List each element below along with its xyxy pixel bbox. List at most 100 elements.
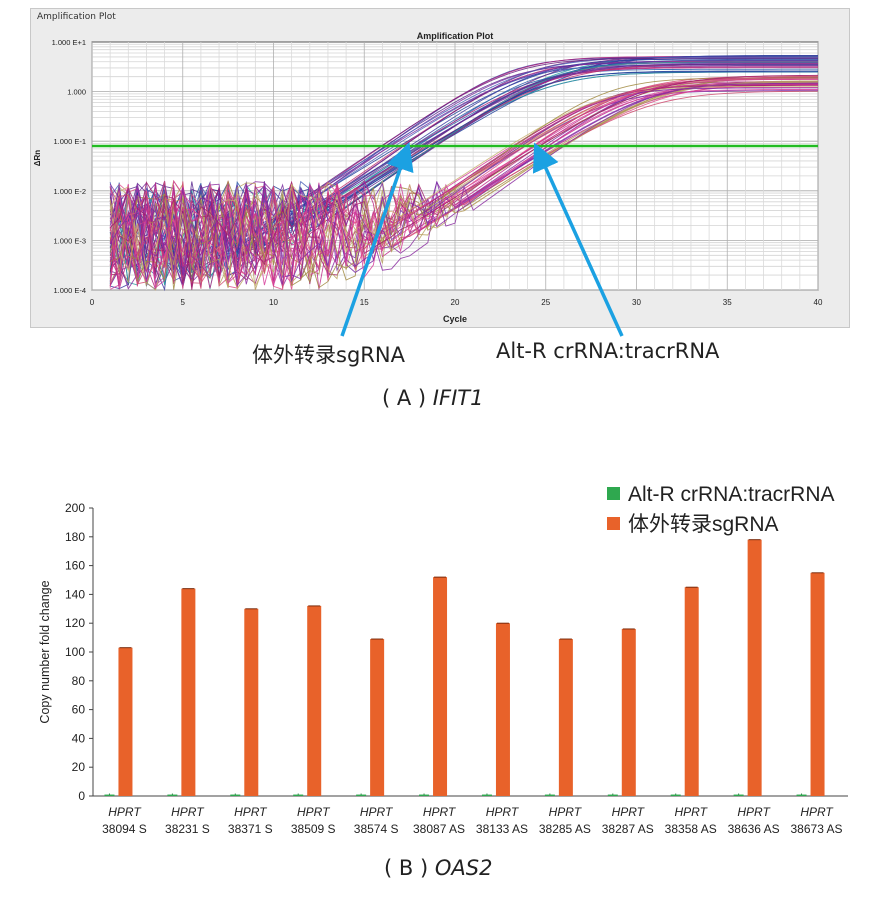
category-prefix-label: HPRT bbox=[108, 805, 142, 819]
x-axis-label: Cycle bbox=[443, 314, 467, 324]
bar-altr bbox=[607, 794, 618, 796]
y-axis-label: Copy number fold change bbox=[38, 580, 52, 723]
category-prefix-label: HPRT bbox=[737, 805, 771, 819]
bar-altr bbox=[167, 794, 178, 796]
bar-sgrna bbox=[244, 608, 259, 796]
x-tick-label: 20 bbox=[451, 298, 460, 307]
y-tick-label: 160 bbox=[65, 559, 85, 573]
panel-b-caption: ( B ) OAS2 bbox=[384, 856, 492, 880]
y-tick-label: 1.000 E-1 bbox=[53, 137, 86, 146]
y-tick-label: 100 bbox=[65, 645, 85, 659]
category-prefix-label: HPRT bbox=[360, 805, 394, 819]
bar-altr bbox=[481, 794, 492, 796]
bar-altr bbox=[293, 794, 304, 796]
y-tick-label: 60 bbox=[72, 703, 86, 717]
x-tick-label: 15 bbox=[360, 298, 369, 307]
bar-sgrna bbox=[181, 588, 196, 796]
y-tick-label: 20 bbox=[72, 760, 86, 774]
x-tick-label: 35 bbox=[723, 298, 732, 307]
bar-sgrna bbox=[621, 628, 636, 796]
bar-altr bbox=[419, 794, 430, 796]
category-prefix-label: HPRT bbox=[234, 805, 268, 819]
curve-altr bbox=[109, 74, 819, 284]
arrow-sgrna bbox=[340, 142, 414, 337]
legend-label-sgrna: 体外转录sgRNA bbox=[628, 513, 779, 536]
bar-sgrna bbox=[495, 623, 510, 796]
amplification-plot-chart: Amplification Plot Cycle ΔRn 0 5 10 15 20 25 30 35… bbox=[33, 31, 823, 337]
curve-altr bbox=[109, 90, 818, 286]
x-tick-label: 5 bbox=[181, 298, 186, 307]
panel-a-gene-name: IFIT1 bbox=[432, 386, 484, 410]
label-altr: Alt-R crRNA:tracrRNA bbox=[496, 339, 720, 363]
category-label: 38285 AS bbox=[539, 822, 591, 836]
category-label: 38509 S bbox=[291, 822, 336, 836]
y-tick-label: 1.000 E-2 bbox=[53, 187, 86, 196]
panel-b-caption-prefix: ( B ) bbox=[384, 856, 429, 880]
y-tick-label: 180 bbox=[65, 530, 85, 544]
panel-a-caption: ( A ) IFIT1 bbox=[382, 386, 483, 410]
y-tick-label: 0 bbox=[78, 789, 85, 803]
panel-a-caption-prefix: ( A ) bbox=[382, 386, 427, 410]
bar-sgrna bbox=[747, 539, 762, 796]
curve-sgrna bbox=[109, 60, 818, 272]
y-tick-label: 120 bbox=[65, 616, 85, 630]
window-title: Amplification Plot bbox=[37, 12, 116, 22]
bar-altr bbox=[796, 794, 807, 796]
category-prefix-label: HPRT bbox=[800, 805, 834, 819]
category-prefix-label: HPRT bbox=[549, 805, 583, 819]
panel-b-gene-name: OAS2 bbox=[434, 856, 493, 880]
bar-sgrna bbox=[810, 572, 825, 796]
bar-sgrna bbox=[118, 647, 133, 796]
bar-altr bbox=[733, 794, 744, 796]
category-label: 38673 AS bbox=[791, 822, 843, 836]
curve-altr bbox=[109, 83, 818, 288]
curve-altr bbox=[109, 82, 818, 287]
y-tick-label: 80 bbox=[72, 674, 86, 688]
bar-sgrna bbox=[684, 587, 699, 796]
category-label: 38358 AS bbox=[665, 822, 717, 836]
category-prefix-label: HPRT bbox=[171, 805, 205, 819]
category-label: 38231 S bbox=[165, 822, 210, 836]
bar-sgrna bbox=[433, 577, 448, 796]
bar-altr bbox=[104, 794, 115, 796]
y-axis-label: ΔRn bbox=[33, 150, 42, 167]
x-tick-label: 30 bbox=[632, 298, 641, 307]
bar-sgrna bbox=[370, 639, 385, 796]
category-label: 38574 S bbox=[354, 822, 399, 836]
bar-altr bbox=[670, 794, 681, 796]
y-tick-label: 1.000 bbox=[67, 88, 86, 97]
legend-swatch-sgrna bbox=[607, 517, 620, 530]
curve-sgrna bbox=[109, 57, 818, 276]
bar-sgrna bbox=[558, 639, 573, 796]
curve-altr bbox=[109, 78, 818, 288]
category-label: 38094 S bbox=[102, 822, 147, 836]
y-tick-label: 1.000 E-4 bbox=[53, 286, 86, 295]
category-label: 38287 AS bbox=[602, 822, 654, 836]
curve-altr bbox=[109, 89, 818, 287]
bar-altr bbox=[544, 794, 555, 796]
category-prefix-label: HPRT bbox=[612, 805, 646, 819]
bar-altr bbox=[230, 794, 241, 796]
legend-label-altr: Alt-R crRNA:tracrRNA bbox=[628, 483, 835, 506]
bar-altr bbox=[356, 794, 367, 796]
y-tick-label: 1.000 E+1 bbox=[52, 38, 86, 47]
bar-sgrna bbox=[307, 605, 322, 796]
y-tick-label: 200 bbox=[65, 501, 85, 515]
category-label: 38636 AS bbox=[728, 822, 780, 836]
curve-sgrna bbox=[109, 63, 818, 286]
category-label: 38371 S bbox=[228, 822, 273, 836]
x-tick-label: 40 bbox=[814, 298, 823, 307]
category-prefix-label: HPRT bbox=[423, 805, 457, 819]
category-prefix-label: HPRT bbox=[486, 805, 520, 819]
y-tick-label: 140 bbox=[65, 587, 85, 601]
x-tick-label: 10 bbox=[269, 298, 278, 307]
category-prefix-label: HPRT bbox=[674, 805, 708, 819]
legend-swatch-altr bbox=[607, 487, 620, 500]
category-label: 38133 AS bbox=[476, 822, 528, 836]
x-tick-label: 0 bbox=[90, 298, 95, 307]
chart-a-title: Amplification Plot bbox=[417, 31, 494, 41]
y-tick-label: 1.000 E-3 bbox=[53, 236, 86, 245]
y-tick-label: 40 bbox=[72, 731, 86, 745]
category-prefix-label: HPRT bbox=[297, 805, 331, 819]
arrow-altr bbox=[532, 142, 624, 337]
